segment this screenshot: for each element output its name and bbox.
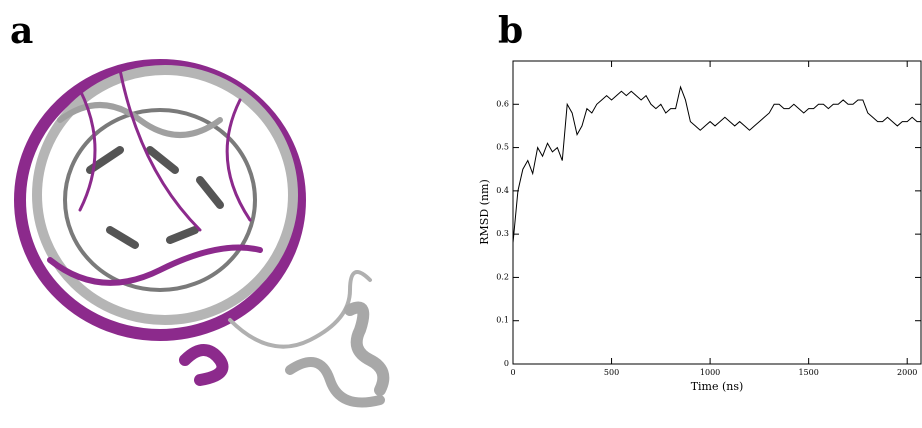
x-axis-label: Time (ns): [691, 380, 744, 393]
y-tick-label: 0.6: [496, 99, 509, 108]
y-axis-label: RMSD (nm): [478, 179, 491, 245]
x-tick-label: 0: [510, 368, 515, 377]
protein-structure: [14, 59, 390, 408]
y-tick-label: 0.2: [496, 272, 509, 281]
panel-label: a: [10, 10, 33, 52]
y-tick-label: 0: [504, 359, 509, 368]
y-tick-label: 0.1: [496, 316, 509, 325]
x-tick-label: 500: [604, 368, 619, 377]
data-line: [512, 85, 921, 243]
x-tick-label: 2000: [897, 368, 917, 377]
plot-frame: [512, 60, 922, 365]
y-tick-label: 0.4: [496, 186, 509, 195]
y-tick-label: 0.5: [496, 143, 509, 152]
panel-label: b: [498, 10, 523, 52]
x-tick-label: 1500: [798, 368, 818, 377]
y-tick-label: 0.3: [496, 229, 509, 238]
x-tick-label: 1000: [700, 368, 720, 377]
